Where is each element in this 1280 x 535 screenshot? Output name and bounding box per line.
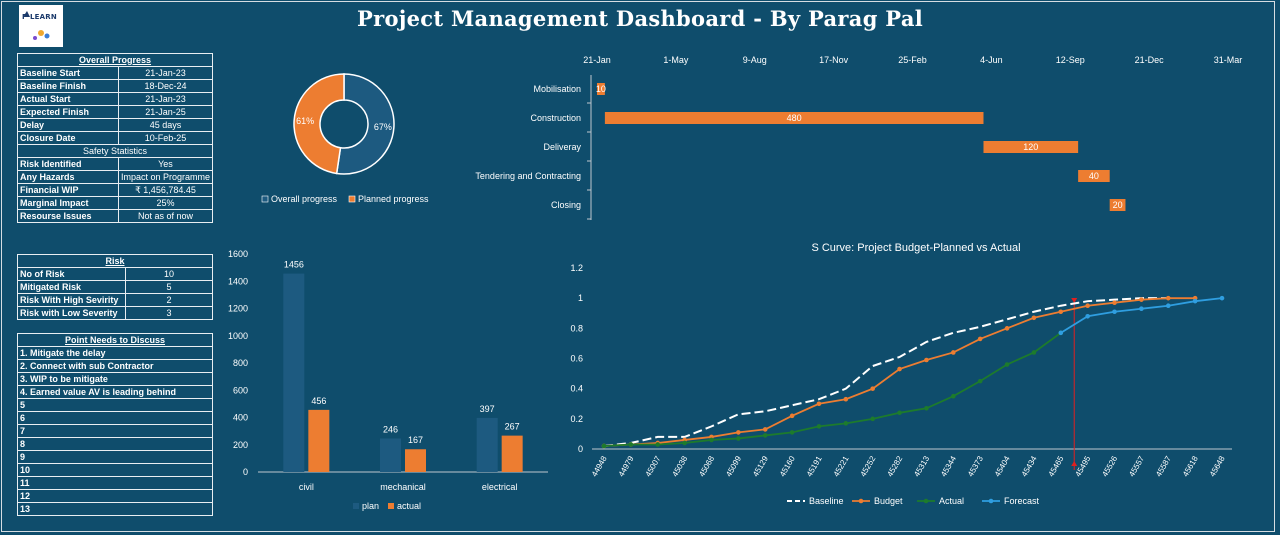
point-item: 9	[17, 450, 213, 464]
overall-progress-table: Overall Progress Baseline Start 21-Jan-23 B…	[17, 53, 214, 223]
row-label: Expected Finish	[17, 105, 119, 119]
point-item: 7	[17, 424, 213, 438]
row-label: Any Hazards	[17, 170, 119, 184]
table-row: Delay 45 days	[17, 118, 214, 132]
list-item: 2. Connect with sub Contractor	[17, 359, 213, 373]
points-heading: Point Needs to Discuss	[17, 333, 213, 347]
table-row: Any Hazards Impact on Programme	[17, 170, 214, 184]
mountain-logo-icon	[23, 11, 50, 40]
table-row: Risk with Low Severity 3	[17, 306, 213, 320]
row-value: Impact on Programme	[117, 170, 214, 184]
row-value: 45 days	[117, 118, 214, 132]
row-label: Closure Date	[17, 131, 119, 145]
row-value: 25%	[117, 196, 214, 210]
list-item: 13	[17, 502, 213, 516]
table-row: Risk With High Sevirity 2	[17, 293, 213, 307]
row-label: Baseline Finish	[17, 79, 119, 93]
table-row: Resourse Issues Not as of now	[17, 209, 214, 223]
table-row: Closure Date 10-Feb-25	[17, 131, 214, 145]
page-title: Project Management Dashboard - By Parag …	[356, 6, 924, 31]
point-item: 13	[17, 502, 213, 516]
point-item: 2. Connect with sub Contractor	[17, 359, 213, 373]
list-item: 10	[17, 463, 213, 477]
risk-heading-row: Risk	[17, 254, 213, 268]
point-item: 10	[17, 463, 213, 477]
list-item: 11	[17, 476, 213, 490]
point-item: 6	[17, 411, 213, 425]
list-item: 3. WIP to be mitigate	[17, 372, 213, 386]
safety-heading: Safety Statistics	[17, 144, 213, 158]
row-value: 5	[125, 280, 213, 294]
row-value: ₹ 1,456,784.45	[117, 183, 214, 197]
table-row: Baseline Finish 18-Dec-24	[17, 79, 214, 93]
point-item: 12	[17, 489, 213, 503]
row-label: Resourse Issues	[17, 209, 119, 223]
safety-heading-row: Safety Statistics	[17, 144, 213, 158]
logo-text: P LEARN	[22, 13, 57, 21]
point-item: 11	[17, 476, 213, 490]
table-row: Expected Finish 21-Jan-25	[17, 105, 214, 119]
table-row: Marginal Impact 25%	[17, 196, 214, 210]
row-label: Risk With High Sevirity	[17, 293, 126, 307]
row-value: 21-Jan-23	[117, 92, 214, 106]
row-label: Risk with Low Severity	[17, 306, 126, 320]
list-item: 9	[17, 450, 213, 464]
list-item: 8	[17, 437, 213, 451]
row-label: No of Risk	[17, 267, 126, 281]
row-value: 10	[125, 267, 213, 281]
risk-heading: Risk	[17, 254, 213, 268]
row-value: 21-Jan-23	[117, 66, 214, 80]
risk-table: Risk No of Risk 10 Mitigated Risk 5 Risk With…	[17, 254, 213, 320]
row-value: 2	[125, 293, 213, 307]
list-item: 12	[17, 489, 213, 503]
list-item: 5	[17, 398, 213, 412]
row-value: 18-Dec-24	[117, 79, 214, 93]
row-label: Mitigated Risk	[17, 280, 126, 294]
point-item: 4. Earned value AV is leading behind	[17, 385, 213, 399]
row-value: 10-Feb-25	[117, 131, 214, 145]
overall-progress-heading-row: Overall Progress	[17, 53, 213, 67]
table-row: Mitigated Risk 5	[17, 280, 213, 294]
row-value: 21-Jan-25	[117, 105, 214, 119]
table-row: Actual Start 21-Jan-23	[17, 92, 214, 106]
overall-progress-heading: Overall Progress	[17, 53, 213, 67]
points-heading-row: Point Needs to Discuss	[17, 333, 213, 347]
row-label: Financial WIP	[17, 183, 119, 197]
row-label: Actual Start	[17, 92, 119, 106]
row-label: Risk Identified	[17, 157, 119, 171]
list-item: 1. Mitigate the delay	[17, 346, 213, 360]
table-row: Financial WIP ₹ 1,456,784.45	[17, 183, 214, 197]
list-item: 7	[17, 424, 213, 438]
row-value: Not as of now	[117, 209, 214, 223]
row-label: Baseline Start	[17, 66, 119, 80]
point-item: 1. Mitigate the delay	[17, 346, 213, 360]
table-row: Baseline Start 21-Jan-23	[17, 66, 214, 80]
row-value: Yes	[117, 157, 214, 171]
table-row: Risk Identified Yes	[17, 157, 214, 171]
table-row: No of Risk 10	[17, 267, 213, 281]
row-label: Delay	[17, 118, 119, 132]
point-item: 3. WIP to be mitigate	[17, 372, 213, 386]
row-value: 3	[125, 306, 213, 320]
row-label: Marginal Impact	[17, 196, 119, 210]
point-item: 5	[17, 398, 213, 412]
list-item: 4. Earned value AV is leading behind	[17, 385, 213, 399]
logo: P LEARN	[19, 5, 63, 47]
points-table: Point Needs to Discuss 1. Mitigate the de…	[17, 333, 213, 516]
point-item: 8	[17, 437, 213, 451]
list-item: 6	[17, 411, 213, 425]
